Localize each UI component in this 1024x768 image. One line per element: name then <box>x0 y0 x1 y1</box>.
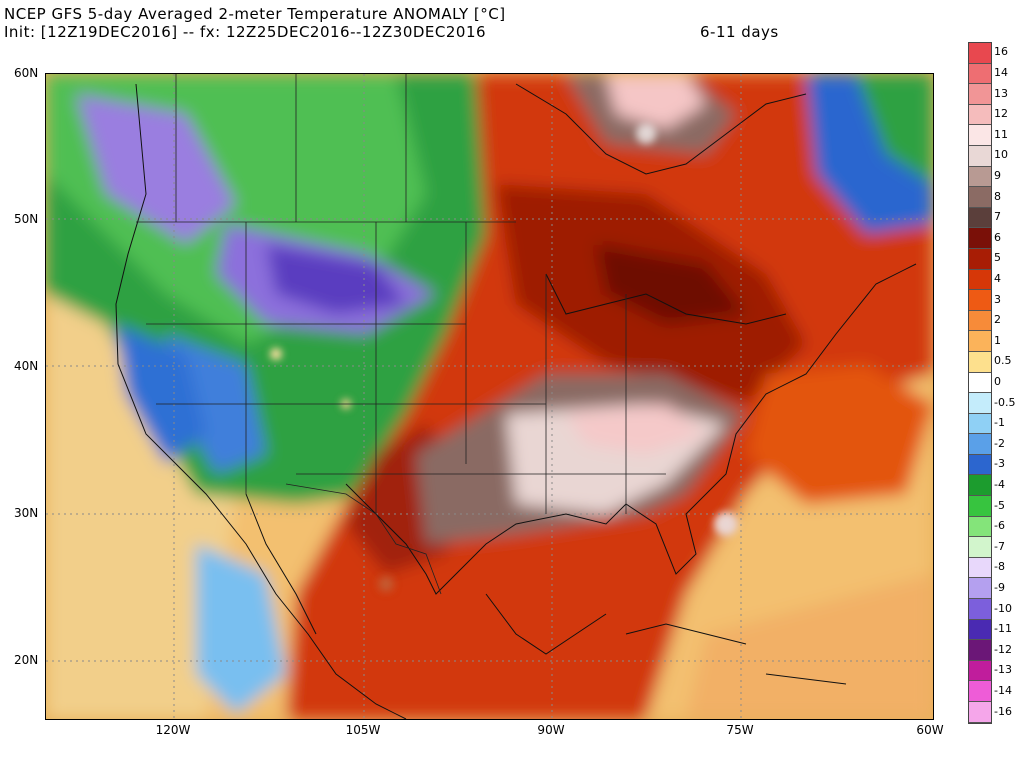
colorbar-swatch <box>969 125 991 146</box>
lon-label-120w: 120W <box>155 723 191 737</box>
colorbar-swatch <box>969 640 991 661</box>
colorbar-label: -1 <box>994 416 1005 430</box>
colorbar <box>968 42 992 724</box>
political-borders <box>136 74 666 595</box>
colorbar-label: -0.5 <box>994 395 1016 409</box>
colorbar-label: 14 <box>994 65 1008 79</box>
colorbar-swatch <box>969 228 991 249</box>
lat-label-50n: 50N <box>14 212 39 226</box>
lon-label-105w: 105W <box>345 723 381 737</box>
colorbar-swatch <box>969 351 991 373</box>
colorbar-label: 12 <box>994 107 1008 121</box>
colorbar-swatch <box>969 681 991 702</box>
colorbar-swatch <box>969 187 991 208</box>
colorbar-label: 8 <box>994 189 1001 203</box>
colorbar-label: 13 <box>994 86 1008 100</box>
colorbar-swatch <box>969 43 991 64</box>
colorbar-label: 16 <box>994 45 1008 59</box>
colorbar-label: -2 <box>994 436 1005 450</box>
colorbar-label: -14 <box>994 684 1012 698</box>
colorbar-swatch <box>969 660 991 682</box>
colorbar-label: -10 <box>994 601 1012 615</box>
colorbar-swatch <box>969 475 991 497</box>
init-forecast-line: Init: [12Z19DEC2016] -- fx: 12Z25DEC2016… <box>4 23 487 41</box>
anomaly-field <box>46 74 933 719</box>
colorbar-swatch <box>969 537 991 558</box>
colorbar-swatch <box>969 166 991 188</box>
map-canvas <box>46 74 933 719</box>
colorbar-label: -3 <box>994 457 1005 471</box>
colorbar-label: 0 <box>994 375 1001 388</box>
lat-label-60n: 60N <box>14 66 39 80</box>
colorbar-swatch <box>969 84 991 105</box>
colorbar-swatch <box>969 619 991 641</box>
lon-label-60w: 60W <box>916 723 944 737</box>
colorbar-label: 11 <box>994 127 1008 141</box>
colorbar-swatch <box>969 145 991 167</box>
colorbar-swatch <box>969 516 991 538</box>
colorbar-label: 2 <box>994 313 1001 327</box>
lon-label-75w: 75W <box>726 723 754 737</box>
colorbar-swatch <box>969 248 991 270</box>
colorbar-swatch <box>969 269 991 291</box>
colorbar-label: -6 <box>994 519 1005 533</box>
colorbar-swatch <box>969 393 991 414</box>
colorbar-label: 5 <box>994 251 1001 265</box>
colorbar-swatch <box>969 496 991 517</box>
colorbar-label: -16 <box>994 704 1012 718</box>
lon-label-90w: 90W <box>537 723 565 737</box>
lat-label-30n: 30N <box>14 506 39 520</box>
colorbar-swatch <box>969 557 991 579</box>
lead-time-label: 6-11 days <box>700 23 779 41</box>
colorbar-label: -11 <box>994 622 1012 636</box>
colorbar-label: -5 <box>994 498 1005 512</box>
graticule <box>46 74 933 719</box>
colorbar-swatch <box>969 599 991 620</box>
colorbar-label: 4 <box>994 271 1001 285</box>
colorbar-label: 9 <box>994 168 1001 182</box>
colorbar-swatch <box>969 104 991 126</box>
lat-label-20n: 20N <box>14 653 39 667</box>
colorbar-swatch <box>969 331 991 352</box>
lat-label-40n: 40N <box>14 359 39 373</box>
colorbar-label: 0.5 <box>994 354 1012 368</box>
colorbar-swatch <box>969 372 991 394</box>
colorbar-label: -8 <box>994 560 1005 574</box>
colorbar-label: -13 <box>994 663 1012 677</box>
colorbar-swatch <box>969 413 991 435</box>
map-title: NCEP GFS 5-day Averaged 2-meter Temperat… <box>4 5 506 23</box>
colorbar-label: -7 <box>994 539 1005 553</box>
colorbar-label: 3 <box>994 292 1001 306</box>
anomaly-detail <box>270 124 738 592</box>
colorbar-swatch <box>969 207 991 229</box>
colorbar-swatch <box>969 63 991 85</box>
colorbar-swatch <box>969 578 991 600</box>
colorbar-label: 7 <box>994 210 1001 224</box>
anomaly-map <box>45 73 934 720</box>
colorbar-label: -12 <box>994 642 1012 656</box>
colorbar-label: -9 <box>994 581 1005 595</box>
colorbar-swatch <box>969 290 991 311</box>
colorbar-swatch <box>969 702 991 723</box>
colorbar-label: 1 <box>994 333 1001 347</box>
colorbar-label: -4 <box>994 478 1005 492</box>
colorbar-swatch <box>969 434 991 455</box>
coastlines <box>115 83 917 719</box>
colorbar-label: 6 <box>994 230 1001 244</box>
colorbar-label: 10 <box>994 148 1008 162</box>
colorbar-swatch <box>969 454 991 476</box>
colorbar-swatch <box>969 310 991 332</box>
